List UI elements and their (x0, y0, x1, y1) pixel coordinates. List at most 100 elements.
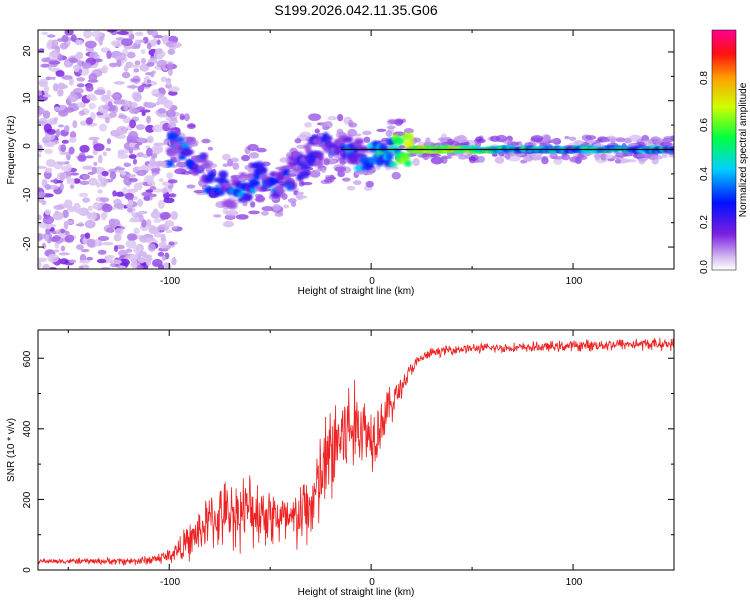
spectrogram-noise-blob (46, 226, 52, 230)
spectrogram-noise-blob (163, 99, 174, 109)
spectrogram-noise-blob (106, 138, 112, 145)
spectrogram-halo-blob (569, 156, 581, 163)
spectrogram-noise-blob (117, 153, 129, 159)
spectrogram-noise-blob (153, 232, 162, 238)
spectrogram-noise-blob (72, 87, 84, 94)
spectrogram-noise-blob (131, 64, 140, 68)
spectrogram-noise-blob (65, 163, 72, 172)
spectrogram-noise-blob (116, 125, 128, 135)
spectrogram-halo-blob (274, 211, 284, 217)
spectrogram-ridge-blob (404, 159, 412, 167)
spectrogram-noise-blob (136, 169, 147, 177)
spectrogram-noise-blob (59, 182, 64, 191)
spectrogram-halo-blob (475, 136, 483, 143)
spectrogram-noise-blob (158, 178, 164, 183)
spectrogram-noise-blob (133, 182, 143, 191)
snr-ticks (38, 330, 675, 571)
spectrogram-noise-blob (153, 218, 162, 223)
spectrogram-ridge-blob (290, 181, 297, 190)
spectrogram-noise-blob (167, 62, 174, 71)
spectrogram-ridge-blob (342, 137, 353, 143)
spectrogram-noise-blob (130, 78, 140, 82)
spectrogram-noise-blob (146, 42, 152, 50)
spectrogram-noise-blob (99, 197, 110, 203)
spectrogram-halo-blob (222, 153, 231, 161)
spectrogram-halo-blob (236, 176, 248, 183)
spectrogram-noise-blob (64, 234, 75, 243)
spectrogram-noise-blob (113, 233, 122, 242)
spectrogram-noise-blob (102, 105, 110, 110)
spectrogram-halo-blob (261, 206, 275, 212)
spectrogram-noise-blob (43, 123, 52, 133)
spectrogram-noise-blob (66, 219, 75, 225)
spectrogram-halo-blob (541, 134, 551, 143)
spectrogram-noise-blob (55, 70, 65, 77)
spectrogram-halo-blob (314, 168, 321, 173)
spectrogram-ridge-blob (316, 153, 324, 162)
spectrogram-noise-blob (129, 253, 138, 260)
spectrogram-noise-blob (52, 83, 59, 92)
spectrogram-noise-blob (136, 137, 146, 143)
spectrogram-noise-blob (98, 36, 103, 46)
spectrogram-halo-blob (363, 171, 373, 176)
spectrogram-noise-blob (59, 258, 69, 265)
spectrogram-noise-blob (143, 195, 151, 201)
spectrogram-noise-blob (38, 48, 45, 53)
spectrogram-noise-blob (100, 177, 109, 186)
spectrogram-noise-blob (86, 238, 96, 248)
spectrogram-noise-blob (51, 45, 60, 50)
spectrogram-noise-blob (53, 178, 59, 185)
spectrogram-halo-blob (341, 177, 351, 182)
spectrogram-noise-blob (76, 83, 85, 88)
spectrogram-noise-blob (161, 187, 168, 194)
spectrogram-halo-blob (504, 152, 511, 160)
spectrogram-ridge-blob (197, 165, 205, 173)
spectrogram-noise-blob (85, 84, 94, 92)
spectrogram-halo-blob (225, 209, 239, 217)
spectrogram-noise-blob (48, 67, 61, 72)
spectrogram-halo-blob (334, 166, 347, 173)
spectrogram-noise-blob (64, 60, 72, 68)
spectrogram-ridge-blob (399, 152, 411, 160)
spectrogram-halo-blob (235, 214, 249, 220)
spectrogram-noise-blob (43, 85, 50, 93)
spectrogram-noise-blob (109, 171, 117, 180)
spectrogram-noise-blob (116, 58, 122, 68)
spectrogram-noise-blob (44, 208, 52, 216)
spectrogram-noise-blob (53, 106, 61, 112)
spectrogram-ridge-blob (299, 169, 310, 179)
spectrogram-noise-blob (83, 30, 92, 39)
spectrogram-halo-blob (476, 155, 485, 163)
spectrogram-noise-blob (53, 117, 59, 121)
spectrogram-noise-blob (45, 159, 56, 168)
spectrogram-halo-blob (441, 156, 448, 164)
spectrogram-halo-blob (281, 193, 288, 200)
spectrogram-noise-blob (87, 205, 93, 211)
spectrogram-halo-blob (320, 121, 333, 127)
snr-x-axis-label: Height of straight line (km) (298, 587, 415, 598)
spectrogram-noise-blob (53, 249, 60, 253)
spectrogram-halo-blob (508, 154, 521, 162)
spectrogram-ytick-label: -20 (22, 236, 33, 251)
colorbar-tick-label: 0.4 (699, 167, 710, 181)
spectrogram-ridge-blob (282, 169, 290, 177)
spectrogram-noise-blob (68, 137, 77, 143)
spectrogram-noise-blob (88, 136, 100, 141)
spectrogram-noise-blob (79, 66, 90, 76)
spectrogram-halo-blob (536, 151, 543, 157)
spectrogram-halo-blob (213, 214, 222, 218)
spectrogram-halo-blob (186, 184, 196, 189)
spectrogram-noise-blob (61, 34, 69, 43)
spectrogram-halo-blob (323, 158, 330, 166)
spectrogram-noise-blob (145, 189, 154, 193)
colorbar-label: Normalized spectral amplitude (738, 82, 749, 217)
spectrogram-halo-blob (430, 156, 444, 165)
spectrogram-halo-blob (422, 153, 430, 161)
spectrogram-noise-blob (133, 68, 140, 73)
snr-frame (37, 329, 675, 571)
spectrogram-halo-blob (388, 119, 401, 125)
spectrogram-noise-blob (64, 161, 70, 165)
spectrogram-noise-blob (59, 151, 70, 155)
spectrogram-noise-blob (151, 152, 158, 159)
spectrogram-noise-blob (167, 48, 176, 55)
